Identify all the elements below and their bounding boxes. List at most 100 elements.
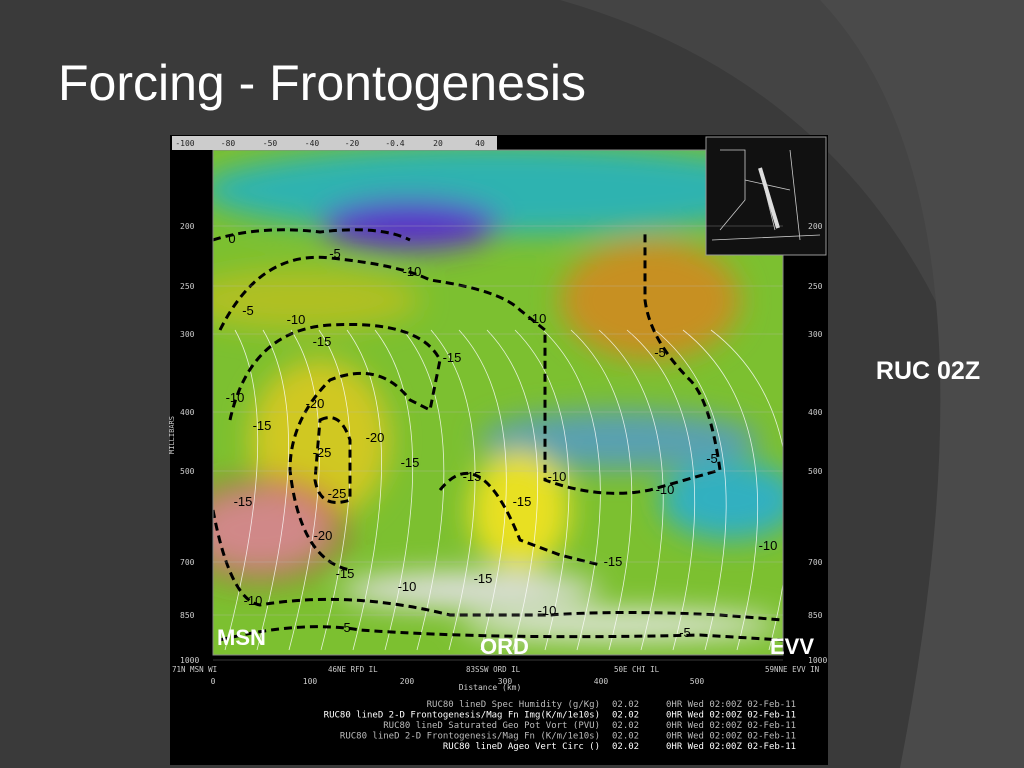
contour-label: -10 [528,311,547,326]
pressure-label: 300 [180,330,195,339]
contour-label: -25 [313,445,332,460]
color-bar [172,136,497,150]
location-label: 46NE RFD IL [328,665,378,674]
color-bar-label: 20 [433,139,443,148]
legend-time: 0HR Wed 02:00Z 02-Feb-11 [666,700,796,710]
contour-label: -10 [548,469,567,484]
contour-label: -5 [339,620,351,635]
location-label: 50E CHI IL [614,665,660,674]
legend-value: 02.02 [612,700,639,710]
streamline [654,329,727,651]
contour-label: -5 [242,303,254,318]
station-label: MSN [217,625,266,650]
contour-label: -15 [443,350,462,365]
pressure-label: 850 [180,611,195,620]
legend-label: RUC80 lineD Ageo Vert Circ () [443,742,600,752]
contour-label: -15 [604,554,623,569]
contour-label: -10 [287,312,306,327]
contour-label: -20 [366,430,385,445]
contour-label: -15 [253,418,272,433]
slide-title: Forcing - Frontogenesis [58,55,586,111]
color-bar-label: -0.4 [385,139,404,148]
location-label: 83SSW ORD IL [466,665,521,674]
contour-label: -5 [679,625,691,640]
location-label: 59NNE EVV IN [765,665,819,674]
field [213,150,783,655]
bg-shape [560,0,1024,640]
pressure-label: 700 [808,558,823,567]
contour-label: -10 [403,264,422,279]
legend-label: RUC80 lineD Spec Humidity (g/Kg) [427,700,600,710]
contour-label: -15 [474,571,493,586]
color-bar-label: -100 [175,139,194,148]
distance-tick: 100 [303,677,318,686]
streamline [486,329,539,651]
legend-time: 0HR Wed 02:00Z 02-Feb-11 [666,742,796,752]
contour-label: -5 [654,345,666,360]
streamline [346,329,382,651]
pressure-label: 500 [180,467,195,476]
distance-tick: 500 [690,677,705,686]
streamline [514,329,570,651]
legend-time: 0HR Wed 02:00Z 02-Feb-11 [666,721,796,731]
distance-tick: 300 [498,677,513,686]
contour-label: -10 [759,538,778,553]
contour-label: -10 [226,390,245,405]
streamline [288,329,320,651]
bg-shape [820,0,1024,768]
color-bar-label: -50 [263,139,278,148]
distance-axis-title: Distance (km) [459,683,522,692]
streamline [570,329,633,651]
legend-label: RUC80 lineD 2-D Frontogenesis/Mag Fn (K/… [340,732,600,742]
legend-label: RUC80 lineD Saturated Geo Pot Vort (PVU) [383,721,600,731]
station-label: EVV [770,634,814,659]
contour-label: -15 [463,469,482,484]
contour-label: -20 [314,528,333,543]
contour-label: -10 [244,593,263,608]
color-bar-label: -20 [345,139,360,148]
streamline [626,329,696,651]
streamline [256,329,289,651]
pressure-label: 700 [180,558,195,567]
streamline [682,329,759,651]
contour-label: -10 [398,579,417,594]
location-label: 71N MSN WI [172,665,217,674]
streamline [402,329,445,651]
legend-time: 0HR Wed 02:00Z 02-Feb-11 [666,732,796,742]
contour-label: -10 [656,482,675,497]
legend-value: 02.02 [612,732,639,742]
pressure-label: 300 [808,330,823,339]
plot-frame [212,149,784,656]
distance-tick: 400 [594,677,609,686]
pressure-axis-title: MILLIBARS [168,416,176,454]
contour-label: -10 [538,603,557,618]
pressure-label: 1000 [180,656,199,665]
legend-label: RUC80 lineD 2-D Frontogenesis/Mag Fn Img… [324,711,600,721]
color-bar-label: -80 [221,139,236,148]
contour-label: -20 [306,396,325,411]
streamline [542,329,601,651]
streamline [224,329,259,651]
legend-time: 0HR Wed 02:00Z 02-Feb-11 [666,711,796,721]
pressure-label: 400 [808,408,823,417]
streamline [430,329,476,651]
station-label: ORD [480,634,529,659]
contour-label: -15 [401,455,420,470]
pressure-label: 250 [808,282,823,291]
streamline [710,329,783,651]
streamline [598,329,664,651]
pressure-label: 850 [808,611,823,620]
contour-label: -5 [706,451,718,466]
contour-label: -15 [513,494,532,509]
distance-tick: 0 [211,677,216,686]
pressure-label: 400 [180,408,195,417]
color-bar-label: 40 [475,139,485,148]
legend-value: 02.02 [612,742,639,752]
pressure-label: 500 [808,467,823,476]
streamline [374,329,414,651]
pressure-label: 1000 [808,656,827,665]
contour-label: -5 [329,246,341,261]
color-bar-label: -40 [305,139,320,148]
